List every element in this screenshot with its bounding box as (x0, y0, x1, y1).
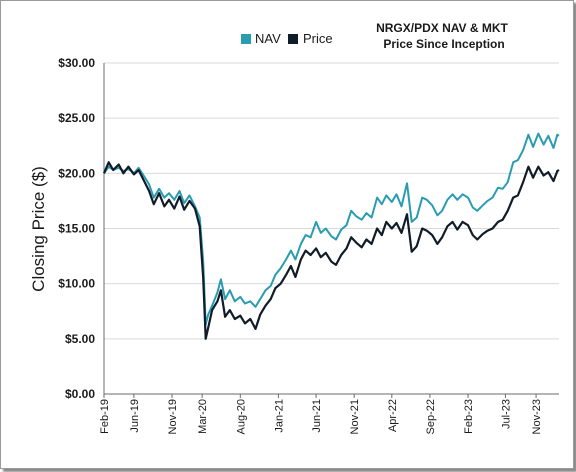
x-tick-label: Feb-19 (99, 399, 111, 434)
series-line-price (102, 161, 560, 340)
y-tick-label: $15.00 (58, 222, 95, 236)
legend-label-price: Price (303, 31, 333, 46)
y-tick-label: $5.00 (65, 332, 95, 346)
x-tick-label: Aug-20 (235, 399, 247, 434)
x-tick-label: Feb-23 (463, 399, 475, 434)
x-tick-label: Nov-19 (167, 399, 179, 434)
x-tick-label: Jul-23 (500, 399, 512, 429)
y-tick-label: $30.00 (58, 56, 95, 70)
legend-label-nav: NAV (255, 31, 281, 46)
y-tick-label: $20.00 (58, 166, 95, 180)
series-line-nav (103, 132, 560, 326)
x-tick-label: Sep-22 (425, 399, 437, 434)
grid-lines (104, 62, 559, 340)
chart-title-line-1: NRGX/PDX NAV & MKT (376, 21, 508, 35)
y-tick-label: $25.00 (58, 111, 95, 125)
legend: NAV Price (241, 31, 333, 46)
y-tick-label: $10.00 (58, 277, 95, 291)
x-tick-labels: Feb-19 Jun-19 Nov-19 Mar-20 Aug-20 Jan-21 Jun-… (99, 394, 543, 434)
legend-swatch-nav (241, 34, 251, 44)
y-tick-label: $0.00 (65, 387, 95, 401)
x-tick-label: Jun-21 (311, 399, 323, 433)
x-tick-label: Apr-22 (387, 399, 399, 432)
axes (103, 63, 559, 395)
x-tick-label: Nov-21 (349, 399, 361, 434)
x-tick-label: Jun-19 (129, 399, 141, 433)
y-tick-labels: $0.00 $5.00 $10.00 $15.00 $20.00 $25.00 $30.00 (58, 56, 95, 401)
x-tick-label: Mar-20 (197, 399, 209, 434)
series-lines (102, 132, 560, 340)
x-tick-label: Jan-21 (273, 399, 285, 433)
y-axis-label: Closing Price ($) (29, 166, 48, 292)
legend-swatch-price (288, 34, 298, 44)
x-tick-label: Nov-23 (531, 399, 543, 434)
chart-title-line-2: Price Since Inception (383, 37, 504, 51)
